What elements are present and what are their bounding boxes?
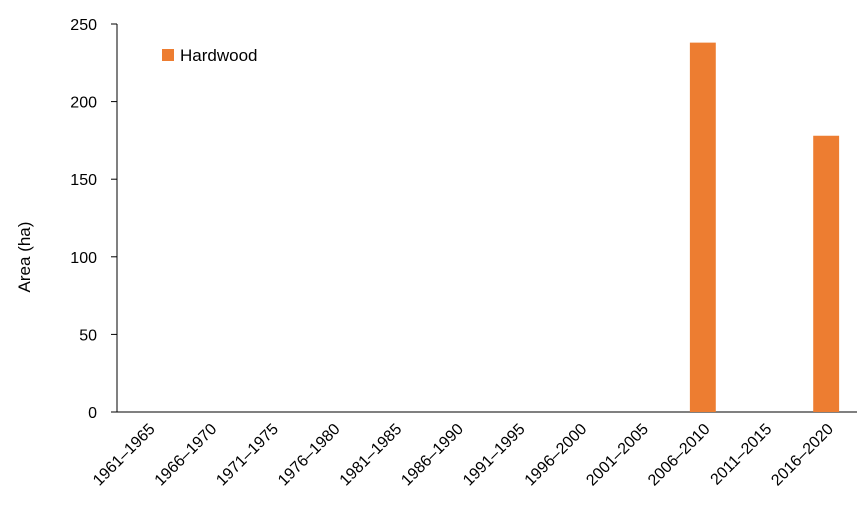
- x-axis: 1961–19651966–19701971–19751976–19801981…: [90, 411, 857, 490]
- bar: [689, 42, 716, 413]
- x-tick-label: 1971–1975: [213, 421, 282, 490]
- x-tick-label: 1996–2000: [522, 421, 591, 490]
- x-tick-label: 1966–1970: [152, 421, 221, 490]
- x-tick-label: 1961–1965: [90, 421, 159, 490]
- y-tick-label: 250: [70, 17, 97, 34]
- y-tick-label: 100: [70, 250, 97, 267]
- y-tick-label: 150: [70, 172, 97, 189]
- bar: [813, 135, 840, 412]
- x-tick-label: 1976–1980: [275, 421, 344, 490]
- legend: Hardwood: [162, 46, 258, 65]
- x-tick-label: 2011–2015: [708, 421, 776, 489]
- x-tick-label: 2006–2010: [645, 421, 714, 490]
- x-tick-label: 2016–2020: [768, 421, 837, 490]
- y-axis-title: Area (ha): [15, 222, 34, 293]
- y-tick-label: 200: [70, 95, 97, 112]
- y-axis: 0 50 100 150 200 250: [70, 17, 118, 422]
- y-tick-label: 0: [88, 405, 97, 422]
- legend-label-hardwood: Hardwood: [180, 46, 258, 65]
- bars: [689, 42, 840, 413]
- x-tick-label: 1986–1990: [398, 421, 467, 490]
- x-tick-label: 1981–1985: [337, 421, 406, 490]
- x-tick-label: 2001–2005: [583, 421, 652, 490]
- y-tick-label: 50: [79, 327, 97, 344]
- x-tick-label: 1991–1995: [460, 421, 529, 490]
- legend-swatch-hardwood: [162, 49, 174, 61]
